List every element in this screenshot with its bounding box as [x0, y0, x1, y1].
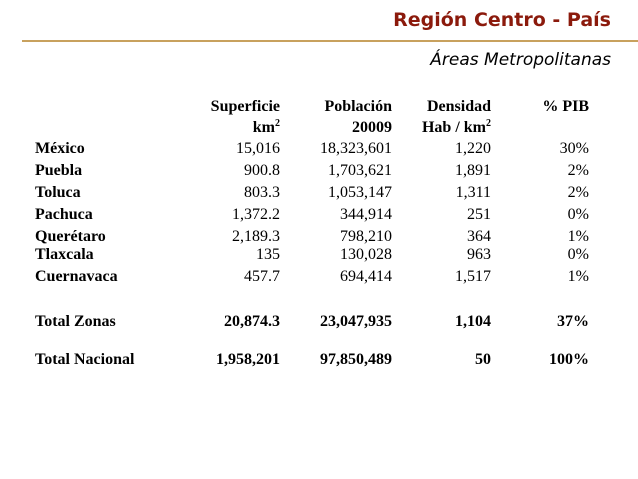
cell-poblacion: 1,053,147 [328, 184, 392, 201]
cell-superficie: 15,016 [236, 140, 280, 157]
cell-poblacion: 18,323,601 [320, 140, 392, 157]
cell-poblacion: 344,914 [340, 206, 392, 223]
total-poblacion: 23,047,935 [320, 313, 392, 330]
col-header-densidad-unit: Hab / km2 [421, 118, 491, 137]
row-name: Querétaro [35, 228, 106, 245]
total-poblacion: 97,850,489 [320, 351, 392, 368]
col-header-poblacion-year: 20009 [352, 119, 392, 136]
cell-superficie: 803.3 [244, 184, 280, 201]
cell-pib: 30% [559, 140, 589, 157]
cell-densidad: 963 [467, 246, 491, 263]
cell-densidad: 1,311 [455, 184, 491, 201]
cell-superficie: 135 [256, 246, 280, 263]
cell-pib: 0% [567, 246, 589, 263]
cell-pib: 2% [567, 184, 589, 201]
cell-densidad: 1,517 [455, 268, 491, 285]
total-row-name: Total Zonas [35, 313, 116, 330]
cell-pib: 2% [567, 162, 589, 179]
cell-densidad: 1,891 [455, 162, 491, 179]
col-header-superficie: Superficie [210, 98, 280, 115]
row-name: Pachuca [35, 206, 93, 223]
cell-densidad: 251 [467, 206, 491, 223]
title-divider [22, 40, 638, 42]
slide-subtitle: Áreas Metropolitanas [430, 50, 611, 70]
col-header-densidad: Densidad [426, 98, 491, 115]
total-row-name: Total Nacional [35, 351, 135, 368]
cell-poblacion: 130,028 [340, 246, 392, 263]
row-name: Cuernavaca [35, 268, 118, 285]
col-header-pib: % PIB [542, 98, 589, 115]
total-densidad: 1,104 [455, 313, 491, 330]
cell-superficie: 1,372.2 [232, 206, 280, 223]
cell-superficie: 457.7 [244, 268, 280, 285]
total-superficie: 20,874.3 [224, 313, 280, 330]
col-header-superficie-unit: km2 [252, 118, 280, 137]
cell-poblacion: 1,703,621 [328, 162, 392, 179]
cell-densidad: 1,220 [455, 140, 491, 157]
total-densidad: 50 [475, 351, 491, 368]
cell-superficie: 900.8 [244, 162, 280, 179]
cell-pib: 1% [567, 268, 589, 285]
row-name: México [35, 140, 85, 157]
total-superficie: 1,958,201 [216, 351, 280, 368]
total-pib: 100% [549, 351, 589, 368]
cell-pib: 0% [567, 206, 589, 223]
cell-superficie: 2,189.3 [232, 228, 280, 245]
total-pib: 37% [557, 313, 589, 330]
row-name: Tlaxcala [35, 246, 94, 263]
row-name: Puebla [35, 162, 83, 179]
cell-pib: 1% [567, 228, 589, 245]
row-name: Toluca [35, 184, 81, 201]
col-header-poblacion: Población [324, 98, 392, 115]
cell-poblacion: 694,414 [340, 268, 392, 285]
cell-densidad: 364 [467, 228, 491, 245]
slide-title: Región Centro - País [393, 9, 611, 31]
cell-poblacion: 798,210 [340, 228, 392, 245]
